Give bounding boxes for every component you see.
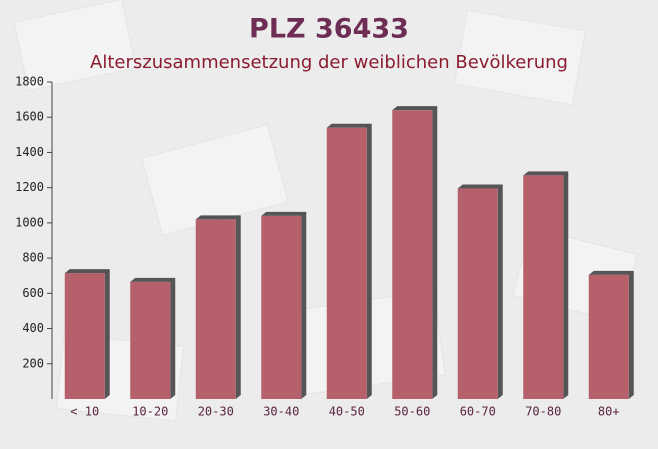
chart-title: PLZ 36433 [249,14,409,45]
bar-shadow [261,211,307,399]
y-tick-label: 400 [22,321,44,335]
y-tick-label: 1200 [15,180,44,194]
y-tick-label: 800 [22,251,44,265]
bar [457,188,498,399]
y-tick-label: 1600 [15,110,44,124]
bar [130,281,171,399]
bar-shadow [130,277,176,399]
y-tick-label: 1000 [15,215,44,229]
x-tick-label: 30-40 [263,405,299,419]
x-tick-label: < 10 [70,405,99,419]
bar-shadow [523,171,569,399]
x-tick-label: 40-50 [329,405,365,419]
x-tick-label: 60-70 [460,405,496,419]
x-tick-label: 80+ [598,405,620,419]
x-tick-label: 50-60 [394,405,430,419]
y-tick-label: 1800 [15,75,44,89]
x-tick-label: 70-80 [525,405,561,419]
y-tick-label: 600 [22,286,44,300]
bar-shadow [326,123,372,400]
x-tick-label: 10-20 [132,405,168,419]
chart-subtitle: Alterszusammensetzung der weiblichen Bev… [90,52,568,73]
y-tick-label: 200 [22,356,44,370]
y-tick-label: 1400 [15,145,44,159]
bar-shadow [457,184,503,399]
bar [64,273,105,399]
bar [326,127,367,400]
bar [392,110,433,399]
x-tick-label: 20-30 [198,405,234,419]
bar [588,274,629,399]
bar-shadow [392,106,438,399]
bar [195,219,236,399]
bar-shadow [588,270,634,399]
bar-shadow [64,269,110,399]
bar-shadow [195,215,241,399]
bar [523,175,564,399]
bar [261,215,302,399]
